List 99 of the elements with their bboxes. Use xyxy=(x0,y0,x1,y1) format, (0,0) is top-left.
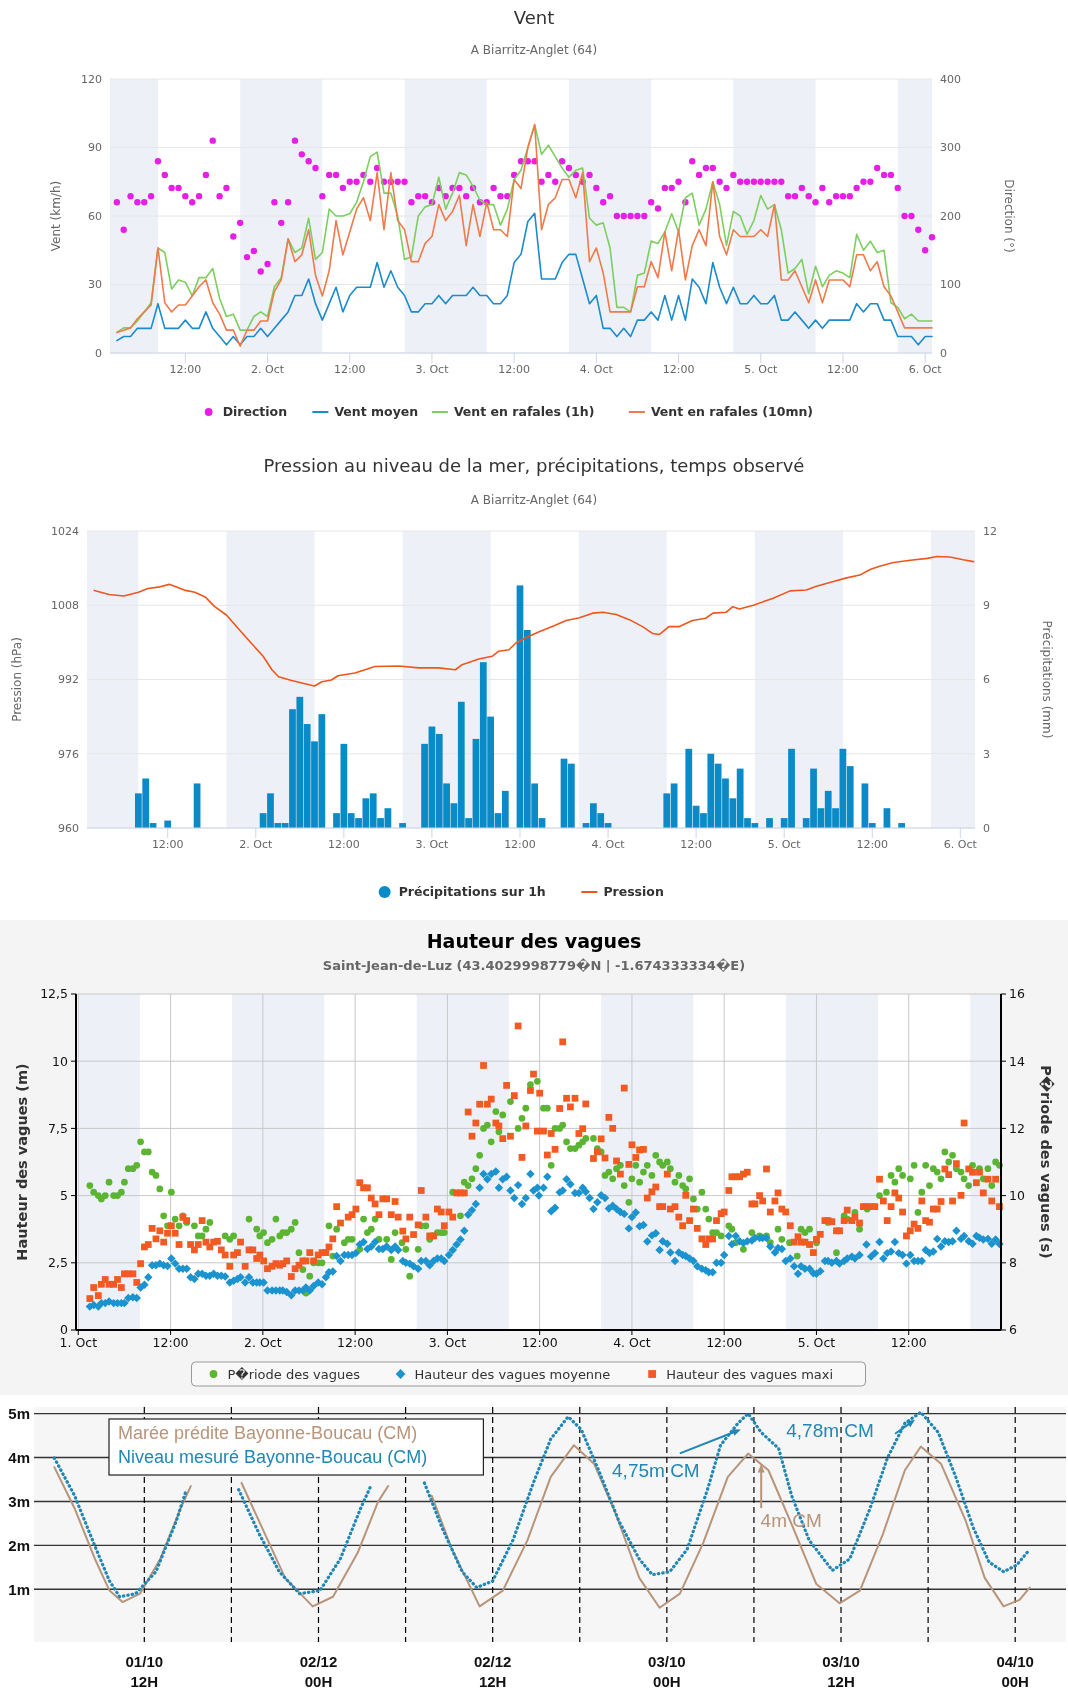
x-tick-label: 12:00 xyxy=(827,363,859,376)
x-tick-label: 5. Oct xyxy=(744,363,778,376)
y-tick-label: 992 xyxy=(58,673,79,687)
x-tick-label: 12:00 xyxy=(333,363,366,376)
y-tick-label: 30 xyxy=(88,278,102,292)
x-tick-label: 12:00 xyxy=(169,363,202,376)
chart-subtitle: Saint-Jean-de-Luz (43.4029998779�N | -1.674333334�E) xyxy=(322,958,746,973)
y2-tick-label: 16 xyxy=(1009,986,1025,1002)
x-tick-label: 12:00 xyxy=(498,363,530,376)
y-tick-label: 976 xyxy=(58,747,79,761)
x-tick-label: 4. Oct xyxy=(591,838,626,851)
x-tick-label: 2. Oct xyxy=(244,1335,282,1350)
y2-axis-title: P�riode des vagues (s) xyxy=(1037,1065,1055,1259)
x-tick-label: 2. Oct xyxy=(251,363,285,376)
y-tick-label: 60 xyxy=(88,209,102,223)
x-tick-label: 12:00 xyxy=(328,838,360,851)
y-tick-label: 1m xyxy=(8,1580,30,1598)
x-tick-label: 12:00 xyxy=(152,1335,189,1350)
legend-label: Vent en rafales (10mn) xyxy=(650,404,814,420)
chart-title: Pression au niveau de la mer, précipitations, temps observé xyxy=(263,455,805,476)
y2-tick-label: 100 xyxy=(940,278,961,292)
y-tick-label: 5m xyxy=(8,1404,30,1422)
y-tick-label: 1024 xyxy=(51,524,79,538)
x-tick-label: 12:00 xyxy=(504,838,536,851)
y-axis-title: Hauteur des vagues (m) xyxy=(14,1063,31,1261)
x-tick-label: 04/10 00H xyxy=(996,1653,1034,1690)
x-tick-label: 12:00 xyxy=(151,838,184,851)
y2-tick-label: 14 xyxy=(1009,1053,1025,1069)
y2-tick-label: 6 xyxy=(983,673,990,687)
x-tick-label: 01/10 12H xyxy=(125,1653,164,1690)
y-tick-label: 5 xyxy=(60,1187,68,1203)
legend-label: Direction xyxy=(222,404,288,420)
y-tick-label: 10 xyxy=(52,1053,69,1069)
y2-tick-label: 6 xyxy=(1009,1322,1017,1338)
y2-tick-label: 0 xyxy=(983,821,990,835)
y-tick-label: 120 xyxy=(81,72,102,86)
annotation: 4,78m CM xyxy=(786,1420,874,1442)
y2-tick-label: 400 xyxy=(940,72,961,86)
x-tick-label: 12:00 xyxy=(856,838,889,851)
legend-label: Hauteur des vagues maxi xyxy=(666,1366,834,1382)
x-tick-label: 02/12 00H xyxy=(299,1653,338,1690)
legend-label: Vent en rafales (1h) xyxy=(453,404,595,420)
y-axis-title: Pression (hPa) xyxy=(10,637,25,722)
y-tick-label: 7,5 xyxy=(48,1120,68,1136)
y2-tick-label: 0 xyxy=(940,346,947,360)
y-tick-label: 3m xyxy=(8,1492,30,1510)
y2-axis-title: Précipitations (mm) xyxy=(1039,620,1054,739)
series-label: Niveau mesuré Bayonne-Boucau (CM) xyxy=(118,1446,428,1467)
x-tick-label: 12:00 xyxy=(521,1335,558,1350)
legend-label: P�riode des vagues xyxy=(227,1365,361,1382)
y2-tick-label: 8 xyxy=(1009,1255,1017,1271)
y-tick-label: 90 xyxy=(88,141,102,155)
y-tick-label: 0 xyxy=(60,1322,69,1338)
legend-label: Hauteur des vagues moyenne xyxy=(414,1366,611,1382)
y-tick-label: 960 xyxy=(58,821,79,835)
x-tick-label: 4. Oct xyxy=(579,363,614,376)
y-tick-label: 0 xyxy=(95,346,102,360)
x-tick-label: 1. Oct xyxy=(59,1335,98,1350)
x-tick-label: 5. Oct xyxy=(767,838,802,851)
y-tick-label: 1008 xyxy=(51,599,79,613)
y2-tick-label: 10 xyxy=(1009,1187,1025,1203)
y2-tick-label: 12 xyxy=(983,524,997,538)
legend-label: Précipitations sur 1h xyxy=(398,884,546,900)
y-tick-label: 2,5 xyxy=(48,1255,68,1271)
x-tick-label: 3. Oct xyxy=(428,1335,467,1350)
chart-subtitle: A Biarritz-Anglet (64) xyxy=(470,43,598,57)
y-tick-label: 12,5 xyxy=(40,986,68,1002)
y2-tick-label: 200 xyxy=(940,209,961,223)
legend-label: Pression xyxy=(603,884,664,900)
y2-tick-label: 12 xyxy=(1009,1120,1025,1136)
x-tick-label: 4. Oct xyxy=(613,1335,651,1350)
x-tick-label: 3. Oct xyxy=(415,363,450,376)
x-tick-label: 12:00 xyxy=(890,1335,927,1350)
chart-title: Hauteur des vagues xyxy=(426,930,642,952)
x-tick-label: 12:00 xyxy=(337,1335,374,1350)
y-tick-label: 2m xyxy=(8,1536,30,1554)
annotation: 4,75m CM xyxy=(612,1460,700,1482)
y2-tick-label: 3 xyxy=(983,747,990,761)
legend-label: Vent moyen xyxy=(334,404,419,420)
x-tick-label: 03/10 00H xyxy=(648,1653,686,1690)
y2-axis-title: Direction (°) xyxy=(1001,179,1016,253)
x-tick-label: 5. Oct xyxy=(797,1335,836,1350)
y2-tick-label: 9 xyxy=(983,599,990,613)
x-tick-label: 6. Oct xyxy=(908,363,943,376)
x-tick-label: 03/10 12H xyxy=(822,1653,860,1690)
y2-tick-label: 300 xyxy=(940,141,961,155)
text: Marée prédite Bayonne-Boucau (CM) xyxy=(118,1422,418,1443)
x-tick-label: 12:00 xyxy=(706,1335,743,1350)
chart-title: Vent xyxy=(513,7,555,28)
x-tick-label: 02/12 12H xyxy=(473,1653,512,1690)
x-tick-label: 12:00 xyxy=(662,363,695,376)
chart-subtitle: A Biarritz-Anglet (64) xyxy=(470,493,598,507)
x-tick-label: 3. Oct xyxy=(415,838,450,851)
x-tick-label: 12:00 xyxy=(680,838,712,851)
line-series xyxy=(116,212,933,346)
y-tick-label: 4m xyxy=(8,1448,30,1466)
x-tick-label: 2. Oct xyxy=(239,838,273,851)
y-axis-title: Vent (km/h) xyxy=(49,180,64,252)
x-tick-label: 6. Oct xyxy=(943,838,978,851)
